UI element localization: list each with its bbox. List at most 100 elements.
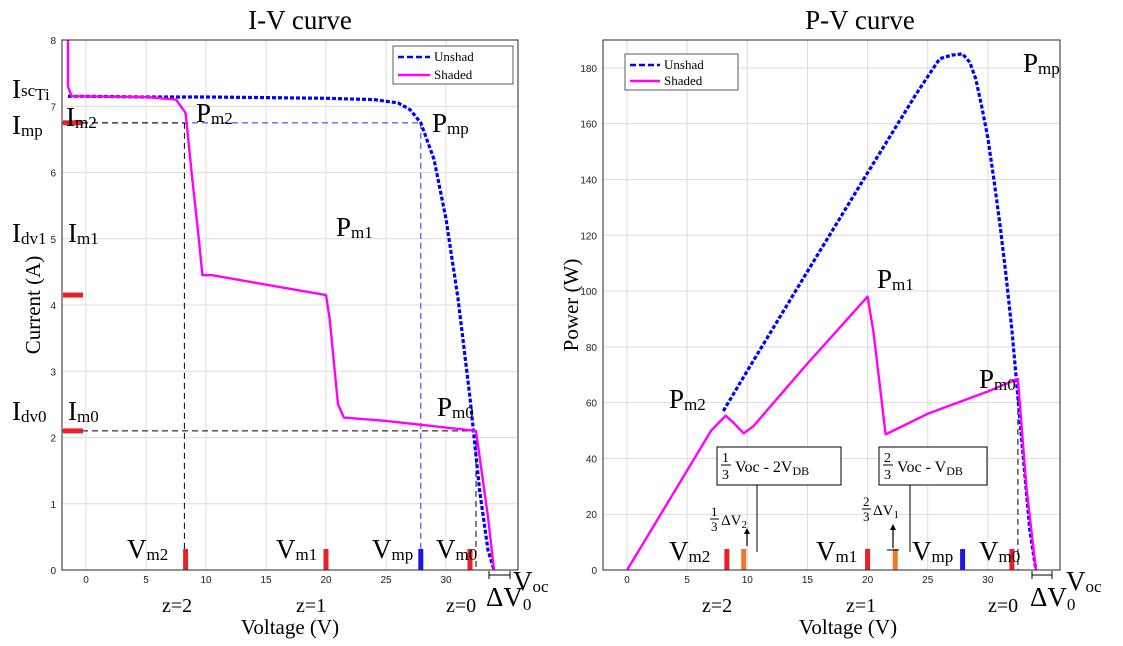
iv-label-im2: Im2 (66, 102, 97, 132)
svg-text:2: 2 (884, 451, 891, 466)
pv-y-tick-label: 60 (586, 399, 598, 410)
pv-annotation-box-2: 2 3 Voc - VDB (878, 446, 988, 486)
iv-label-im0: Im0 (68, 396, 99, 426)
svg-text:3: 3 (884, 468, 891, 483)
svg-text:1: 1 (722, 451, 729, 466)
pv-legend-box (624, 53, 739, 91)
pv-y-tick-label: 20 (586, 510, 598, 521)
pv-y-tick-label: 180 (580, 64, 597, 75)
iv-delta-v0-bracket (488, 571, 511, 579)
svg-text:1: 1 (711, 504, 718, 519)
iv-label-idv1: Idv1 (12, 218, 47, 248)
pv-label-pmp: Pmp (1023, 48, 1060, 78)
iv-title: I-V curve (248, 5, 352, 35)
pv-x-tick-label: 25 (922, 575, 934, 586)
iv-label-idv0: Idv0 (12, 396, 47, 426)
pv-x-tick-label: 10 (742, 575, 754, 586)
iv-label-pmp: Pmp (432, 108, 469, 138)
pv-voltage-marker (960, 549, 966, 570)
svg-text:ΔV2: ΔV2 (721, 513, 747, 531)
iv-label-pm1: Pm1 (336, 212, 373, 242)
pv-delta-v0-bracket (1031, 571, 1053, 579)
pv-y-tick-label: 160 (580, 120, 597, 131)
svg-text:3: 3 (711, 519, 718, 534)
pv-series-unshad (721, 52, 1038, 571)
pv-chart: P-V curve 0 5 10 15 20 25 30 0 20 40 60 80 100 120 140… (559, 5, 1102, 639)
iv-label-pm2: Pm2 (196, 98, 233, 128)
pv-x-tick-label: 5 (684, 575, 690, 586)
iv-x-tick-label: 15 (260, 575, 272, 586)
pv-y-tick-label: 140 (580, 175, 597, 186)
pv-legend-unshad: Unshad (664, 57, 704, 72)
iv-chart: I-V curve 0 5 10 15 20 25 30 0 1 2 3 4 5 6 7 8 Unshad S… (12, 5, 549, 639)
iv-x-tick-label: 0 (83, 575, 89, 586)
iv-tick-labels: 0 5 10 15 20 25 30 0 1 2 3 4 5 6 7 8 (50, 36, 452, 586)
pv-label-delta-v0: ΔV0 (1030, 582, 1075, 614)
pv-x-tick-label: 20 (862, 575, 874, 586)
pv-y-tick-label: 120 (580, 231, 597, 242)
pv-x-tick-label: 0 (624, 575, 630, 586)
iv-series-shaded (66, 40, 496, 571)
svg-text:3: 3 (863, 509, 870, 524)
iv-label-z0: z=0 (446, 595, 476, 617)
iv-voltage-markers (63, 120, 473, 570)
pv-voltage-markers (724, 549, 1015, 570)
iv-label-im1: Im1 (68, 218, 99, 248)
pv-label-z2: z=2 (702, 595, 732, 617)
pv-x-tick-label: 15 (802, 575, 814, 586)
iv-y-tick-label: 1 (50, 500, 56, 511)
pv-label-pm0: Pm0 (979, 364, 1016, 394)
iv-label-vm1: Vm1 (276, 534, 317, 564)
iv-y-tick-label: 4 (50, 301, 56, 312)
pv-tick-labels: 0 5 10 15 20 25 30 0 20 40 60 80 100 120 140 160 180 (580, 64, 994, 586)
pv-voltage-marker (892, 549, 898, 570)
pv-fraction-dv1: 2 3 ΔV1 (862, 494, 899, 551)
svg-text:ΔV1: ΔV1 (873, 503, 899, 521)
iv-x-axis-label: Voltage (V) (241, 615, 339, 639)
pv-fraction-dv2: 1 3 ΔV2 (710, 504, 750, 546)
pv-voltage-marker (724, 549, 730, 570)
pv-legend-shaded: Shaded (664, 73, 703, 88)
iv-legend-unshad: Unshad (434, 49, 474, 64)
iv-label-vmp: Vmp (372, 534, 413, 564)
iv-series (66, 40, 496, 571)
pv-label-voc: Voc (1066, 566, 1102, 596)
iv-label-pm0: Pm0 (437, 392, 474, 422)
iv-y-axis-label: Current (A) (21, 256, 45, 355)
pv-y-tick-label: 100 (580, 287, 597, 298)
pv-plot-frame (602, 39, 1061, 571)
iv-plot-frame (61, 39, 519, 571)
pv-label-vm2: Vm2 (669, 536, 710, 566)
iv-y-tick-label: 2 (50, 434, 56, 445)
pv-label-vmp: Vmp (912, 536, 953, 566)
pv-voltage-marker (865, 549, 871, 570)
iv-current-marker (63, 292, 83, 298)
iv-y-tick-label: 6 (50, 169, 56, 180)
iv-y-tick-label: 5 (50, 235, 56, 246)
iv-voltage-marker (467, 549, 473, 570)
iv-label-imp: Imp (12, 110, 43, 140)
pv-label-z0: z=0 (988, 595, 1018, 617)
pv-series-shaded (626, 295, 1038, 571)
iv-legend-box (392, 45, 514, 85)
svg-text:Voc - VDB: Voc - VDB (897, 459, 963, 478)
iv-label-vm2: Vm2 (127, 534, 168, 564)
pv-y-axis-label: Power (W) (559, 259, 583, 352)
pv-label-z1: z=1 (846, 595, 876, 617)
pv-legend: Unshad Shaded (624, 53, 739, 91)
pv-y-tick-label: 80 (586, 343, 598, 354)
pv-x-tick-label: 30 (982, 575, 994, 586)
pv-plot-area (603, 40, 1060, 570)
svg-text:Voc - 2VDB: Voc - 2VDB (735, 459, 809, 478)
pv-label-vm0: Vm0 (979, 536, 1020, 566)
pv-series (626, 52, 1038, 571)
iv-voltage-marker (418, 549, 424, 570)
iv-x-tick-label: 5 (143, 575, 149, 586)
iv-y-tick-label: 7 (50, 102, 56, 113)
iv-label-delta-v0: ΔV0 (486, 582, 531, 614)
pv-voltage-marker (1009, 549, 1015, 570)
pv-title: P-V curve (805, 5, 915, 35)
iv-label-voc: Voc (513, 566, 549, 596)
iv-label-isc: IscTi (12, 74, 50, 104)
